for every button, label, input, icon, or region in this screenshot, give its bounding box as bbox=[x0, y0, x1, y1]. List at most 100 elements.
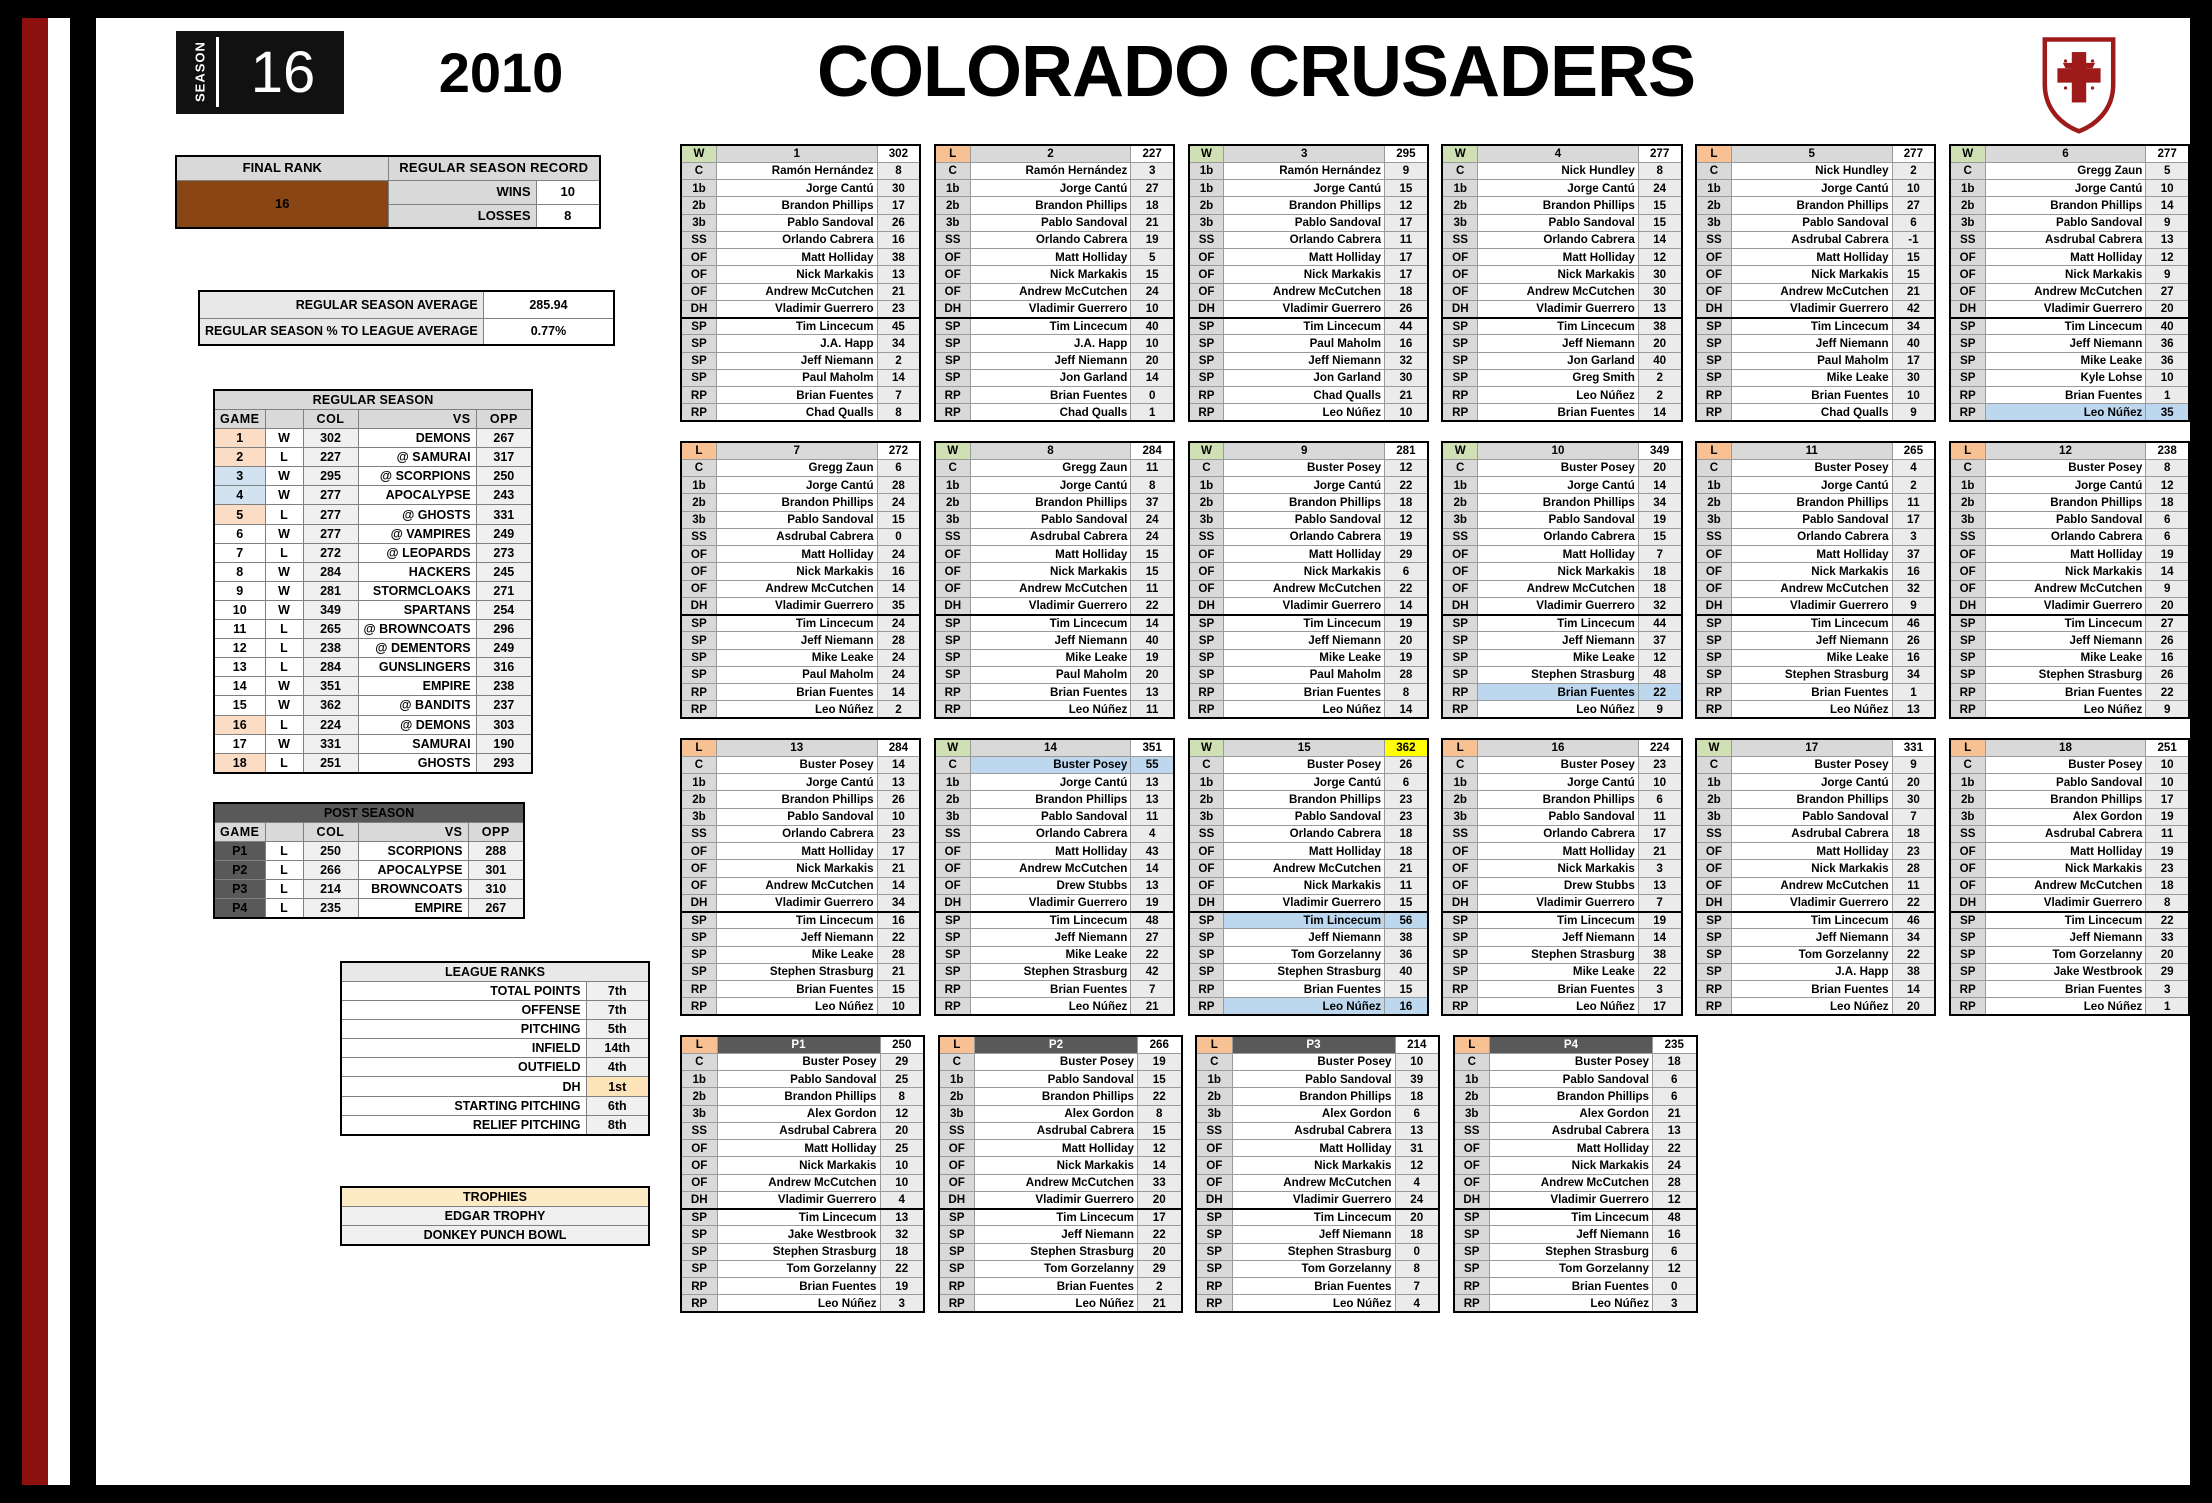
player-name: Leo Núñez bbox=[1223, 403, 1386, 422]
player-name: Tom Gorzelanny bbox=[1984, 945, 2147, 964]
player-row: SP Greg Smith 2 bbox=[1441, 368, 1683, 388]
col-score: 227 bbox=[302, 447, 359, 468]
player-name: Orlando Cabrera bbox=[1223, 230, 1386, 250]
player-row: OF Nick Markakis 3 bbox=[1441, 859, 1683, 878]
player-score: 35 bbox=[2145, 403, 2190, 422]
regular-season-table: REGULAR SEASON GAME COL VS OPP 1 W 302 DEMONS 2… bbox=[213, 389, 534, 774]
player-score: 24 bbox=[1652, 1156, 1697, 1175]
rank-label: STARTING PITCHING bbox=[340, 1095, 587, 1116]
game-boxscore: W 6 277 C Gregg Zaun 5 1b Jorge Cantú 10 2b Brando… bbox=[1948, 144, 2190, 422]
player-position: SP bbox=[680, 368, 717, 388]
player-row: OF Andrew McCutchen 21 bbox=[1695, 282, 1936, 301]
player-position: RP bbox=[1695, 403, 1732, 422]
player-score: 6 bbox=[1384, 562, 1429, 581]
player-position: SP bbox=[1695, 945, 1732, 964]
player-name: Jorge Cantú bbox=[715, 772, 878, 792]
player-name: Matt Holliday bbox=[969, 247, 1132, 267]
player-position: SP bbox=[1695, 928, 1732, 947]
game-result: L bbox=[680, 1035, 718, 1054]
player-score: 12 bbox=[1384, 196, 1429, 215]
player-score: 19 bbox=[1637, 910, 1683, 930]
player-name: Andrew McCutchen bbox=[974, 1173, 1138, 1192]
player-row: RP Brian Fuentes 0 bbox=[934, 385, 1175, 405]
player-score: 21 bbox=[1384, 859, 1429, 878]
player-position: RP bbox=[680, 403, 717, 422]
player-row: SP Jeff Niemann 20 bbox=[1187, 631, 1429, 650]
player-score: 19 bbox=[1130, 893, 1175, 913]
player-position: SS bbox=[1441, 527, 1479, 547]
player-score: 1 bbox=[2145, 385, 2190, 405]
player-position: DH bbox=[1695, 596, 1732, 616]
player-position: 2b bbox=[680, 196, 717, 215]
player-score: 21 bbox=[1652, 1104, 1697, 1123]
player-score: 22 bbox=[2145, 682, 2190, 702]
player-position: DH bbox=[938, 1190, 975, 1210]
player-score: 16 bbox=[876, 910, 921, 930]
player-score: 13 bbox=[1891, 700, 1936, 719]
player-position: 1b bbox=[1187, 475, 1225, 495]
player-score: 6 bbox=[1394, 1104, 1440, 1123]
player-score: 5 bbox=[2145, 161, 2190, 181]
player-name: Andrew McCutchen bbox=[1477, 282, 1639, 301]
player-score: 37 bbox=[1891, 544, 1936, 564]
player-name: Leo Núñez bbox=[974, 1294, 1138, 1313]
game-number: P4 bbox=[213, 898, 266, 919]
player-score: 20 bbox=[879, 1121, 925, 1141]
player-name: Nick Markakis bbox=[1223, 265, 1386, 284]
player-position: 3b bbox=[1187, 213, 1225, 232]
player-name: Jorge Cantú bbox=[715, 178, 878, 198]
player-name: Andrew McCutchen bbox=[1984, 282, 2147, 301]
player-position: OF bbox=[1187, 859, 1225, 878]
player-score: 14 bbox=[876, 682, 921, 702]
player-row: 3b Alex Gordon 6 bbox=[1195, 1104, 1440, 1123]
player-row: SP Jeff Niemann 38 bbox=[1187, 928, 1429, 947]
player-row: OF Andrew McCutchen 32 bbox=[1695, 579, 1936, 598]
player-name: Matt Holliday bbox=[1223, 841, 1386, 861]
player-row: RP Leo Núñez 13 bbox=[1695, 700, 1936, 719]
player-position: C bbox=[1187, 755, 1225, 775]
player-position: 2b bbox=[1441, 196, 1479, 215]
game-boxscore-grid: W 1 302 C Ramón Hernández 8 1b Jorge Cantú 30 2b B… bbox=[680, 144, 2190, 1332]
player-name: Tim Lincecum bbox=[1730, 316, 1893, 336]
player-position: SP bbox=[938, 1207, 975, 1227]
player-position: OF bbox=[1695, 247, 1732, 267]
player-score: 14 bbox=[1637, 403, 1683, 422]
game-number: 16 bbox=[1477, 738, 1639, 757]
table-row: STARTING PITCHING 6th bbox=[340, 1095, 650, 1116]
player-name: Jorge Cantú bbox=[1477, 772, 1639, 792]
player-score: 24 bbox=[876, 665, 921, 685]
table-row: 14 W 351 EMPIRE 238 bbox=[213, 676, 533, 697]
player-name: Andrew McCutchen bbox=[1231, 1173, 1396, 1192]
game-score: 331 bbox=[1891, 738, 1936, 757]
player-row: OF Nick Markakis 15 bbox=[934, 562, 1175, 581]
player-score: 15 bbox=[1637, 196, 1683, 215]
player-name: J.A. Happ bbox=[1730, 962, 1893, 982]
player-name: Mike Leake bbox=[1477, 962, 1639, 982]
player-name: Gregg Zaun bbox=[715, 458, 878, 478]
player-row: SP Jeff Niemann 22 bbox=[938, 1225, 1182, 1244]
game-result: W bbox=[1441, 441, 1479, 460]
player-position: RP bbox=[1949, 403, 1986, 422]
player-score: 28 bbox=[1891, 859, 1936, 878]
player-score: 23 bbox=[1384, 790, 1429, 809]
player-row: OF Matt Holliday 19 bbox=[1949, 544, 2190, 564]
player-row: SP Mike Leake 22 bbox=[934, 945, 1175, 964]
player-score: 13 bbox=[1130, 790, 1175, 809]
player-score: 22 bbox=[1130, 596, 1175, 616]
player-row: OF Matt Holliday 7 bbox=[1441, 544, 1683, 564]
player-name: Andrew McCutchen bbox=[715, 282, 878, 301]
opponent-name: GUNSLINGERS bbox=[357, 657, 477, 678]
player-position: SP bbox=[1195, 1259, 1233, 1279]
player-position: OF bbox=[1695, 579, 1732, 598]
player-position: OF bbox=[1453, 1138, 1490, 1158]
player-score: 28 bbox=[876, 945, 921, 964]
opp-score: 254 bbox=[475, 599, 533, 621]
player-name: Leo Núñez bbox=[715, 997, 878, 1016]
player-name: Alex Gordon bbox=[974, 1104, 1138, 1123]
player-position: OF bbox=[1949, 562, 1986, 581]
table-row: RELIEF PITCHING 8th bbox=[340, 1114, 650, 1136]
player-row: DH Vladimir Guerrero 13 bbox=[1441, 299, 1683, 319]
opp-score: 293 bbox=[475, 752, 533, 774]
game-number: 7 bbox=[715, 441, 878, 460]
player-score: 28 bbox=[1652, 1173, 1697, 1192]
